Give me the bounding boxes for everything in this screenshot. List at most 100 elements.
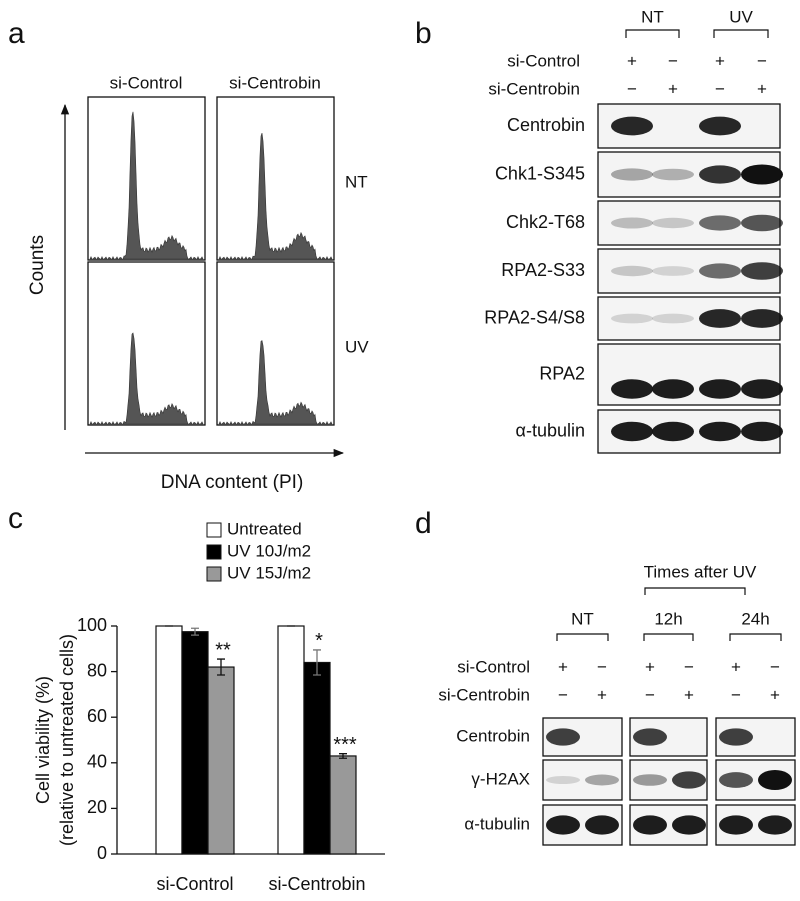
x-tick-label: si-Centrobin xyxy=(268,874,365,894)
error-bar xyxy=(313,649,321,676)
sign: + xyxy=(627,51,637,70)
blot-box xyxy=(542,759,623,801)
band xyxy=(741,309,783,328)
histogram-box xyxy=(87,96,206,261)
band xyxy=(633,815,667,835)
band xyxy=(699,379,741,399)
band xyxy=(633,728,667,746)
y-tick-label: 0 xyxy=(97,843,107,863)
sign: + xyxy=(715,51,725,70)
band xyxy=(585,774,619,786)
band xyxy=(719,772,753,788)
band xyxy=(611,168,653,181)
legend-label: Untreated xyxy=(227,519,302,538)
significance: * xyxy=(315,630,323,652)
band xyxy=(741,421,783,442)
bar xyxy=(207,666,235,855)
bracket xyxy=(556,633,609,641)
band xyxy=(611,217,653,229)
x-axis-label: DNA content (PI) xyxy=(161,472,304,493)
y-axis-label: Counts xyxy=(27,235,48,295)
band xyxy=(699,309,741,328)
sign: − xyxy=(715,79,725,98)
error-bar xyxy=(191,627,199,636)
histogram-box xyxy=(216,96,335,261)
y-tick-label: 60 xyxy=(87,706,107,726)
row-label: UV xyxy=(345,337,369,356)
blot-label: Chk2-T68 xyxy=(506,212,585,232)
sign: + xyxy=(558,657,568,676)
row-label: NT xyxy=(345,172,368,191)
bracket xyxy=(713,29,769,38)
band xyxy=(611,379,653,399)
band xyxy=(672,771,706,789)
band xyxy=(699,421,741,442)
legend-swatch xyxy=(206,522,222,538)
histogram xyxy=(218,132,333,260)
bracket xyxy=(644,587,746,595)
significance: *** xyxy=(333,734,357,756)
band xyxy=(652,313,694,324)
sign: − xyxy=(684,657,694,676)
blot-label: Centrobin xyxy=(456,726,530,745)
band xyxy=(633,774,667,786)
histogram-box xyxy=(87,261,206,426)
band xyxy=(719,815,753,835)
sign: − xyxy=(668,51,678,70)
y-tick-label: 40 xyxy=(87,752,107,772)
y-tick-label: 80 xyxy=(87,660,107,680)
band xyxy=(652,421,694,442)
sign: + xyxy=(597,685,607,704)
blot-label: RPA2 xyxy=(539,363,585,383)
sign: − xyxy=(757,51,767,70)
band xyxy=(611,265,653,277)
sign: − xyxy=(645,685,655,704)
band xyxy=(546,815,580,835)
group-label: NT xyxy=(571,609,594,628)
significance: ** xyxy=(215,639,231,661)
group-label: UV xyxy=(729,7,753,26)
band xyxy=(585,815,619,835)
treatment-label: si-Centrobin xyxy=(438,685,530,704)
header: Times after UV xyxy=(644,562,757,581)
error-bar xyxy=(217,658,225,676)
band xyxy=(719,728,753,746)
band xyxy=(699,215,741,231)
band xyxy=(611,116,653,136)
histogram xyxy=(218,340,333,425)
bar xyxy=(277,625,305,855)
band xyxy=(741,379,783,399)
panel-label: d xyxy=(415,507,432,540)
group-label: NT xyxy=(641,7,664,26)
column-label: si-Control xyxy=(110,73,183,92)
band xyxy=(652,266,694,276)
group-label: 24h xyxy=(741,609,769,628)
sign: − xyxy=(731,685,741,704)
treatment-label: si-Control xyxy=(457,657,530,676)
histogram xyxy=(89,332,204,425)
legend-swatch xyxy=(206,566,222,582)
blot-label: α-tubulin xyxy=(516,420,585,440)
band xyxy=(546,775,580,785)
band xyxy=(741,214,783,232)
band xyxy=(699,165,741,184)
legend-label: UV 15J/m2 xyxy=(227,563,311,582)
column-label: si-Centrobin xyxy=(229,73,321,92)
band xyxy=(672,815,706,835)
band xyxy=(699,116,741,136)
histogram-box xyxy=(216,261,335,426)
sign: − xyxy=(770,657,780,676)
blot-label: α-tubulin xyxy=(464,814,530,833)
band xyxy=(652,168,694,181)
sign: + xyxy=(731,657,741,676)
band xyxy=(741,164,783,185)
band xyxy=(758,770,792,790)
sign: + xyxy=(770,685,780,704)
panel-label: a xyxy=(8,17,25,50)
blot-label: RPA2-S33 xyxy=(501,260,585,280)
y-axis-label: (relative to untreated cells) xyxy=(57,634,77,846)
y-tick-label: 100 xyxy=(77,615,107,635)
blot-label: γ-H2AX xyxy=(471,769,530,788)
bar xyxy=(303,661,331,855)
